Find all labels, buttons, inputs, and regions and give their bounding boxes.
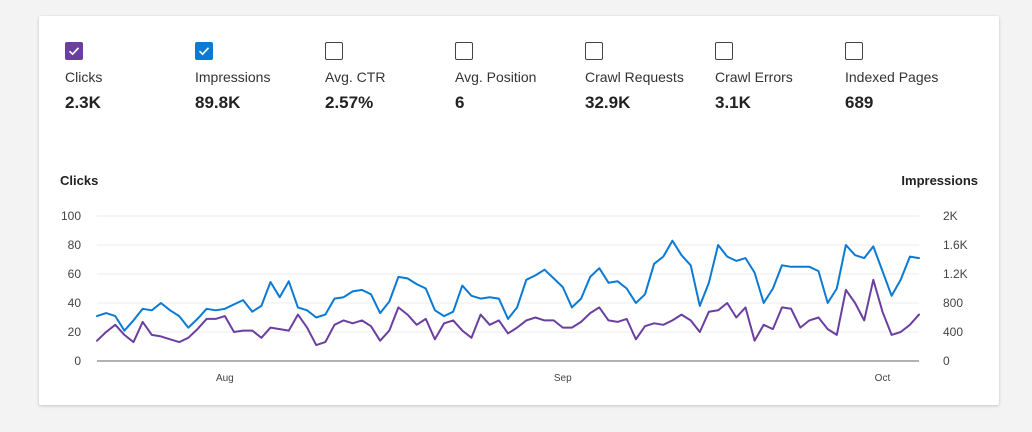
metric-avg-ctr: Avg. CTR 2.57% — [325, 42, 450, 113]
y-tick-right: 0 — [943, 354, 950, 368]
metric-impressions: Impressions 89.8K — [195, 42, 320, 113]
y-tick-left: 80 — [68, 238, 82, 252]
metric-value: 89.8K — [195, 93, 241, 112]
x-tick-label: Aug — [216, 373, 234, 384]
y-tick-left: 100 — [61, 209, 81, 223]
y-tick-left: 60 — [68, 267, 82, 281]
metric-label: Avg. CTR — [325, 69, 386, 85]
metric-indexed-pages: Indexed Pages 689 — [845, 42, 970, 113]
checkbox-avg-ctr[interactable] — [325, 42, 343, 60]
metric-label: Avg. Position — [455, 69, 537, 85]
checkbox-crawl-errors[interactable] — [715, 42, 733, 60]
metric-value: 32.9K — [585, 93, 631, 112]
metric-value: 2.3K — [65, 93, 101, 112]
series-line-clicks — [96, 278, 920, 347]
metric-crawl-requests: Crawl Requests 32.9K — [585, 42, 710, 113]
y-tick-right: 800 — [943, 296, 963, 310]
y-tick-right: 1.2K — [943, 267, 968, 281]
metric-value: 689 — [845, 93, 874, 112]
y-tick-left: 40 — [68, 296, 82, 310]
checkbox-crawl-requests[interactable] — [585, 42, 603, 60]
y-tick-left: 20 — [68, 325, 82, 339]
metric-label: Crawl Requests — [585, 69, 684, 85]
metric-label: Crawl Errors — [715, 69, 793, 85]
metric-label: Impressions — [195, 69, 271, 85]
performance-chart: 100 2K 80 1.6K 60 1.2K 40 800 20 400 0 0 Aug Sep Oct — [61, 209, 968, 384]
metric-label: Clicks — [65, 69, 103, 85]
metric-clicks: Clicks 2.3K — [65, 42, 190, 113]
checkbox-indexed-pages[interactable] — [845, 42, 863, 60]
performance-card: Clicks 2.3K Impressions 89.8K Avg. CTR 2… — [39, 16, 999, 405]
checkbox-impressions[interactable] — [195, 42, 213, 60]
y-tick-right: 2K — [943, 209, 958, 223]
y-tick-right: 400 — [943, 325, 963, 339]
x-tick-label: Sep — [554, 373, 572, 384]
metric-value: 2.57% — [325, 93, 374, 112]
x-tick-label: Oct — [875, 373, 891, 384]
metric-value: 6 — [455, 93, 465, 112]
metric-label: Indexed Pages — [845, 69, 939, 85]
metric-avg-position: Avg. Position 6 — [455, 42, 580, 113]
y-tick-left: 0 — [74, 354, 81, 368]
series-line-impressions — [96, 239, 920, 332]
checkbox-avg-position[interactable] — [455, 42, 473, 60]
y-tick-right: 1.6K — [943, 238, 968, 252]
checkmark-icon — [68, 47, 80, 56]
left-axis-title: Clicks — [60, 173, 99, 188]
checkbox-clicks[interactable] — [65, 42, 83, 60]
metric-crawl-errors: Crawl Errors 3.1K — [715, 42, 840, 113]
checkmark-icon — [198, 47, 210, 56]
right-axis-title: Impressions — [901, 173, 978, 188]
metric-value: 3.1K — [715, 93, 751, 112]
